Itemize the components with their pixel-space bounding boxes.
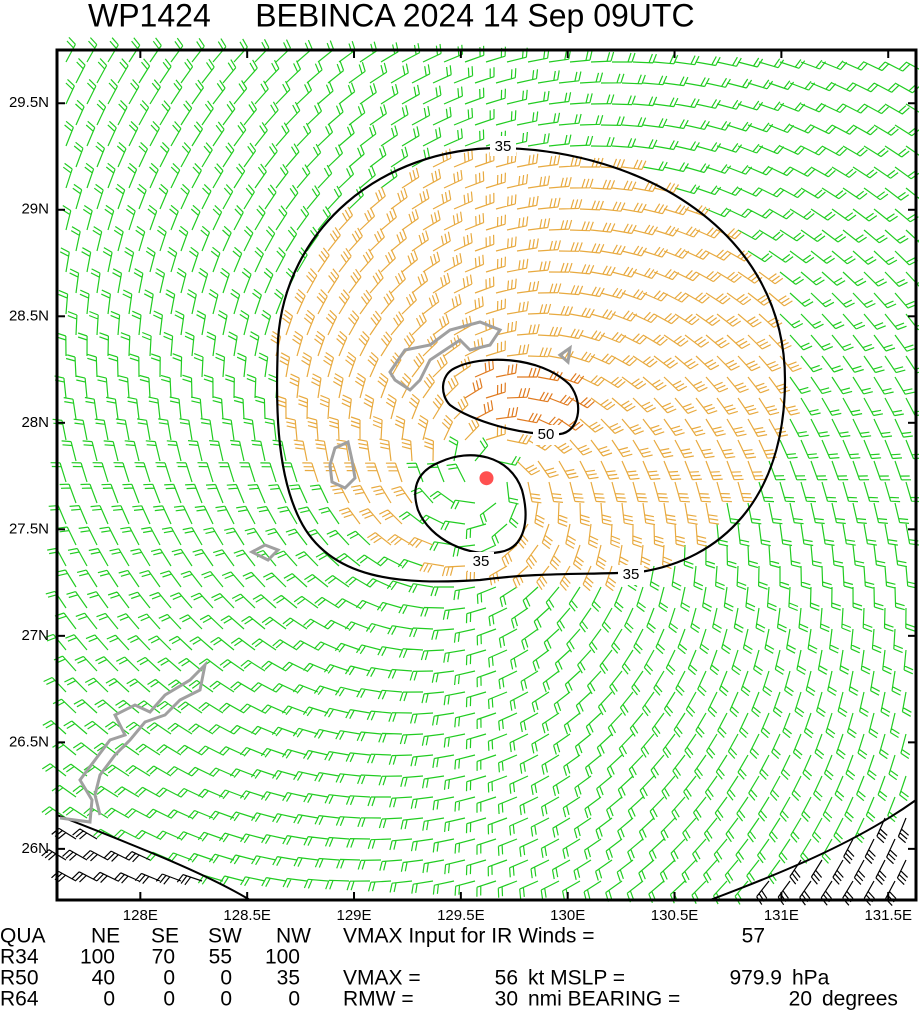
- coastline: [328, 439, 357, 490]
- coastlines: [59, 320, 572, 824]
- table-cell: 0: [220, 988, 232, 1011]
- x-tick-label: 130E: [550, 907, 585, 924]
- plot-frame: [55, 48, 918, 902]
- contour-label: 35: [473, 553, 490, 570]
- info-value: 56: [495, 967, 518, 990]
- y-tick-label: 27.5N: [9, 520, 49, 537]
- table-cell: 0: [163, 967, 175, 990]
- wind-barb-group: [41, 36, 919, 905]
- x-tick-label: 131E: [764, 907, 799, 924]
- coastline: [59, 660, 208, 824]
- info-label: VMAX Input for IR Winds =: [343, 925, 595, 948]
- contour-label: 35: [495, 138, 512, 155]
- info-label: hPa: [792, 967, 830, 990]
- info-label: nmi BEARING =: [528, 988, 680, 1011]
- coastline: [248, 543, 281, 562]
- contour-line: [275, 146, 787, 583]
- row-label: R34: [0, 946, 39, 969]
- info-value: 20: [789, 988, 812, 1011]
- table-header: SE: [151, 925, 179, 948]
- coastline: [388, 320, 503, 392]
- y-tick-label: 29.5N: [9, 94, 49, 111]
- info-value: 30: [495, 988, 518, 1011]
- boundary-line: [56, 814, 251, 901]
- boundary-line: [709, 799, 917, 901]
- wind-barb-group: [270, 148, 802, 592]
- row-label: R50: [0, 967, 39, 990]
- y-tick-label: 26.5N: [9, 733, 49, 750]
- table-cell: 55: [209, 946, 232, 969]
- x-tick-label: 130.5E: [651, 907, 699, 924]
- table-header: NE: [91, 925, 120, 948]
- y-tick-label: 27N: [21, 627, 49, 644]
- table-cell: 40: [92, 967, 115, 990]
- y-tick-label: 26N: [21, 840, 49, 857]
- wind-barbs: [41, 36, 919, 907]
- coastline: [557, 344, 572, 365]
- contour-label: 50: [538, 426, 555, 443]
- x-tick-label: 128.5E: [223, 907, 271, 924]
- x-tick-label: 129E: [336, 907, 371, 924]
- contour-line: [442, 358, 580, 436]
- storm-center: [479, 471, 494, 486]
- table-cell: 70: [152, 946, 175, 969]
- contour-line: [414, 454, 527, 555]
- info-label: RMW =: [343, 988, 414, 1011]
- chart-title: WP1424 BEBINCA 2024 14 Sep 09UTC: [88, 0, 695, 33]
- x-tick-label: 129.5E: [437, 907, 485, 924]
- table-cell: 0: [163, 988, 175, 1011]
- table-header: NW: [276, 925, 311, 948]
- table-cell: 0: [103, 988, 115, 1011]
- info-label: kt MSLP =: [528, 967, 625, 990]
- table-header: SW: [208, 925, 242, 948]
- x-tick-label: 131.5E: [864, 907, 912, 924]
- info-label: VMAX =: [343, 967, 421, 990]
- x-tick-label: 128E: [123, 907, 158, 924]
- table-cell: 100: [265, 946, 300, 969]
- table-cell: 100: [80, 946, 115, 969]
- table-cell: 0: [288, 988, 300, 1011]
- contour-label-bg: [468, 552, 494, 572]
- y-tick-label: 28.5N: [9, 307, 49, 324]
- y-tick-label: 28N: [21, 414, 49, 431]
- info-value: 57: [742, 925, 765, 948]
- info-value: 979.9: [729, 967, 782, 990]
- info-label: degrees: [822, 988, 898, 1011]
- wind-barb-group: [464, 359, 595, 431]
- contour-label-bg: [618, 565, 644, 585]
- contour-label-bg: [490, 136, 516, 156]
- table-cell: 35: [277, 967, 300, 990]
- contour-label: 35: [623, 566, 640, 583]
- table-cell: 0: [220, 967, 232, 990]
- y-tick-label: 29N: [21, 201, 49, 218]
- row-label: R64: [0, 988, 39, 1011]
- contour-label-bg: [533, 425, 559, 445]
- table-header: QUA: [0, 925, 46, 948]
